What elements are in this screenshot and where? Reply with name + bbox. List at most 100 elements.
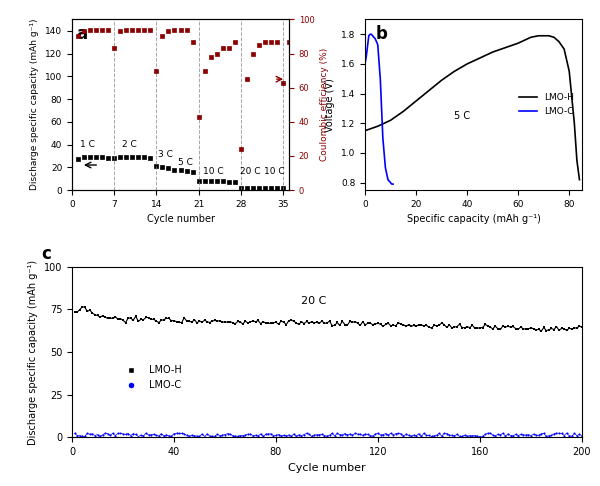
LMO-C [374,42,382,48]
LMO-C [368,32,375,37]
LMO-C [371,36,379,42]
Point [146,154,155,162]
LMO-H [573,157,580,163]
LMO-H [412,98,419,104]
Text: 2 C: 2 C [122,140,137,149]
Point [206,53,215,61]
LMO-C [377,76,384,82]
Text: 10 C: 10 C [263,167,284,176]
LMO-C [369,33,376,39]
Text: 20 C: 20 C [301,296,327,306]
Point [236,184,245,191]
LMO-C [388,181,395,187]
Point [176,26,185,34]
Point [79,153,89,161]
LMO-C [385,177,392,183]
Point [212,177,221,185]
Point [121,26,131,34]
Legend: LMO-H, LMO-C: LMO-H, LMO-C [118,362,185,394]
Point [230,178,239,186]
Y-axis label: Voltage (V): Voltage (V) [325,78,335,132]
LMO-H [556,39,563,45]
LMO-H [576,177,583,183]
Point [188,168,197,176]
Y-axis label: Discharge specific capacity (mAh g⁻¹): Discharge specific capacity (mAh g⁻¹) [31,19,40,191]
LMO-H [515,40,522,46]
LMO-H [489,49,496,55]
Legend: LMO-H, LMO-C: LMO-H, LMO-C [515,90,577,120]
Y-axis label: Coulombic efficiency (%): Coulombic efficiency (%) [320,48,329,161]
Point [266,38,276,46]
Point [194,177,203,185]
LMO-H [451,69,458,74]
Point [278,184,288,191]
Point [164,28,173,35]
X-axis label: Cycle number: Cycle number [146,214,215,225]
LMO-H [540,33,547,39]
Point [194,113,203,121]
Text: b: b [376,25,388,43]
Point [218,45,227,52]
Point [224,178,233,186]
Point [140,26,149,34]
Point [85,26,95,34]
Point [224,45,233,52]
Text: 10 C: 10 C [203,167,224,176]
Point [182,26,191,34]
Point [206,177,215,185]
Point [85,153,95,161]
X-axis label: Specific capacity (mAh g⁻¹): Specific capacity (mAh g⁻¹) [407,214,541,225]
Text: 1 C: 1 C [80,140,95,149]
Point [200,67,209,74]
Point [91,153,101,161]
LMO-H [545,33,553,39]
Point [248,184,257,191]
LMO-H [535,33,542,39]
Point [236,145,245,153]
Point [91,26,101,34]
Point [284,38,294,46]
Point [176,166,185,174]
X-axis label: Cycle number: Cycle number [288,463,366,473]
Line: LMO-H: LMO-H [365,36,580,180]
LMO-C [382,165,389,171]
LMO-C [389,181,397,187]
Point [115,153,125,161]
Text: 20 C: 20 C [239,167,260,176]
Point [152,162,161,170]
Point [170,26,179,34]
Text: c: c [41,245,51,263]
Line: LMO-C: LMO-C [365,35,393,184]
Point [127,153,137,161]
Point [260,38,270,46]
LMO-H [464,61,471,67]
Point [266,184,276,191]
LMO-H [400,108,407,114]
Point [115,28,125,35]
Point [272,38,282,46]
LMO-H [438,77,445,83]
Point [272,184,282,191]
Point [248,50,257,57]
Point [158,163,167,171]
Point [188,38,197,46]
Point [254,184,263,191]
LMO-C [365,33,373,39]
Point [127,26,137,34]
Text: 5 C: 5 C [454,111,470,121]
Point [152,67,161,74]
LMO-H [425,88,433,94]
Point [103,154,113,162]
Point [254,41,263,49]
Point [109,154,119,162]
Point [278,79,288,87]
Point [97,153,107,161]
LMO-C [362,53,370,59]
LMO-C [364,43,371,49]
Point [182,167,191,174]
Point [134,153,143,161]
Point [109,45,119,52]
Point [140,153,149,161]
Point [212,50,221,57]
LMO-H [527,35,535,40]
